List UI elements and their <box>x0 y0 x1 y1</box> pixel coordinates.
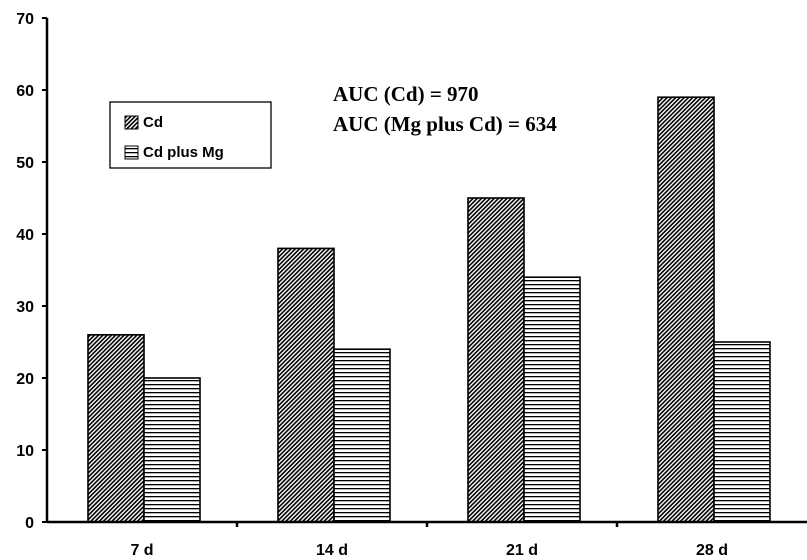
bar-cd-21d <box>467 197 525 523</box>
bars-group <box>87 96 771 523</box>
annotation-auc-mg-plus-cd: AUC (Mg plus Cd) = 634 <box>333 112 557 136</box>
legend-swatch-cd <box>124 115 139 130</box>
x-tick-label: 21 d <box>506 542 538 559</box>
x-tick-label: 14 d <box>316 542 348 559</box>
y-tick-label: 40 <box>16 227 34 244</box>
y-tick-label: 10 <box>16 443 34 460</box>
x-axis-ticks: 7 d 14 d 21 d 28 d <box>130 522 728 559</box>
y-tick-label: 70 <box>16 11 34 28</box>
y-tick-label: 50 <box>16 155 34 172</box>
y-tick-label: 0 <box>25 515 34 532</box>
bar-cd-7d <box>87 333 145 523</box>
y-tick-label: 60 <box>16 83 34 100</box>
bar-cd-14d <box>277 247 335 523</box>
bar-cd-plus-mg-14d <box>333 348 391 523</box>
y-tick-label: 30 <box>16 299 34 316</box>
legend-label-cd-plus-mg: Cd plus Mg <box>143 144 224 161</box>
bar-cd-plus-mg-7d <box>143 377 201 523</box>
annotation-auc-cd: AUC (Cd) = 970 <box>333 82 479 106</box>
bar-cd-plus-mg-28d <box>713 341 771 523</box>
bar-cd-plus-mg-21d <box>523 276 581 523</box>
y-tick-label: 20 <box>16 371 34 388</box>
legend-swatch-cd-plus-mg <box>124 145 139 160</box>
x-tick-label: 28 d <box>696 542 728 559</box>
legend-label-cd: Cd <box>143 114 163 131</box>
legend: Cd Cd plus Mg <box>109 101 272 169</box>
y-axis-ticks: 0 10 20 30 40 50 60 70 <box>16 11 47 532</box>
x-tick-label: 7 d <box>130 542 153 559</box>
bar-cd-28d <box>657 96 715 523</box>
